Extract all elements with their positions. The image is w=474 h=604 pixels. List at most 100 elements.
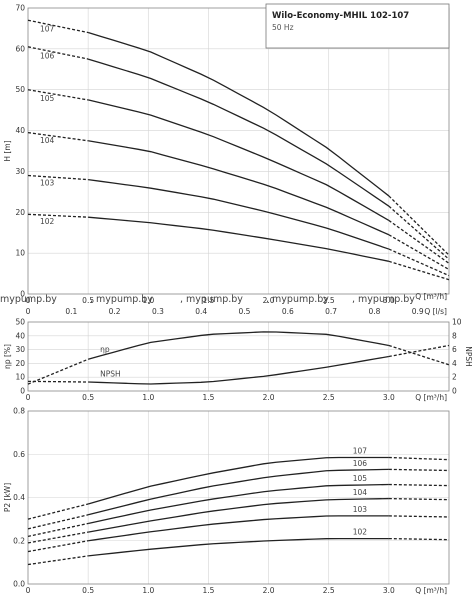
y2-tick-label: 10 (452, 318, 462, 327)
x-tick-label: 0.5 (82, 393, 94, 402)
y-tick-label: 40 (15, 331, 25, 340)
series-104-dashed-start (27, 531, 89, 544)
y-tick-label: 0 (20, 387, 25, 396)
series-105-dashed-start (27, 522, 89, 538)
y2-tick-label: 2 (452, 373, 457, 382)
y-tick-label: 10 (15, 373, 25, 382)
x-tick-label: 0 (26, 296, 31, 305)
series-107-dashed-start (27, 503, 89, 520)
y-tick-label: 30 (15, 167, 25, 176)
series-106-dashed-end (388, 468, 450, 472)
series-106-line (87, 468, 389, 516)
x-tick-label: 2.0 (263, 586, 275, 595)
series-105-dashed-end (388, 219, 450, 264)
power-curve-label-102: 102 (353, 528, 368, 537)
y-tick-label: 0 (20, 290, 25, 299)
series-106-dashed-start (27, 514, 89, 530)
x-axis-label: Q [m³/h] (415, 393, 447, 402)
efficiency-curve-label: ηp (100, 345, 110, 354)
y-tick-label: 60 (15, 44, 25, 53)
series-NPSH-dashed-start (27, 380, 89, 383)
series-105-dashed-start (27, 89, 89, 101)
x-tick-label: 2.5 (323, 586, 335, 595)
x-tick-label: 1.5 (202, 393, 214, 402)
head-curve-label-104: 104 (40, 136, 55, 145)
y2-tick-label: 0 (452, 387, 457, 396)
plot-frame-0 (27, 7, 450, 295)
series-102-dashed-start (27, 213, 89, 218)
series-105-line (87, 99, 390, 222)
x-axis-label: Q [m³/h] (415, 586, 447, 595)
series-102-dashed-end (388, 260, 450, 281)
series-NPSH-line (88, 355, 389, 385)
x-tick-label: 0.5 (82, 586, 94, 595)
x-tick-label: 2.5 (323, 393, 335, 402)
series-102-line (88, 537, 389, 557)
y-tick-label: 0.8 (13, 407, 25, 416)
x-tick-label: 0.5 (82, 296, 94, 305)
y-axis-label-eff: ηp [%] (3, 344, 12, 369)
series-ηp-line (87, 331, 389, 360)
watermark-text: mypump.by (0, 294, 57, 305)
x-tick-label: 1.0 (142, 586, 154, 595)
head-curve-label-107: 107 (40, 25, 55, 34)
series-104-line (88, 140, 390, 236)
x2-tick-label: 0 (26, 307, 31, 316)
x2-tick-label: 0.3 (152, 307, 164, 316)
series-ηp-dashed-end (388, 344, 450, 366)
x-axis-label-ls: Q [l/s] (424, 307, 447, 316)
x-tick-label: 0 (26, 586, 31, 595)
npsh-curve-label: NPSH (100, 369, 121, 378)
series-102-dashed-end (388, 537, 450, 541)
x2-tick-label: 0.5 (239, 307, 251, 316)
head-curve-label-105: 105 (40, 94, 55, 103)
series-103-line (88, 178, 390, 250)
y-tick-label: 30 (15, 345, 25, 354)
head-curve-label-106: 106 (40, 51, 55, 60)
y-axis-label-head: H [m] (3, 140, 12, 161)
y-tick-label: 0.0 (13, 580, 25, 589)
series-105-dashed-end (388, 483, 450, 487)
chart-frequency: 50 Hz (272, 23, 294, 32)
title-box: Wilo-Economy-MHIL 102-107 50 Hz (265, 3, 450, 49)
power-curve-label-106: 106 (353, 459, 368, 468)
watermark-text: , mypump.by (180, 294, 243, 305)
x2-tick-label: 0.1 (65, 307, 77, 316)
series-103-dashed-start (27, 540, 89, 553)
series-103-dashed-end (388, 515, 450, 518)
x-tick-label: 3.0 (383, 586, 395, 595)
x2-tick-label: 0.6 (282, 307, 294, 316)
x-tick-label: 2.0 (263, 393, 275, 402)
x-tick-label: 3.0 (383, 393, 395, 402)
series-NPSH-dashed-end (388, 344, 450, 358)
plot-frame-2 (27, 410, 450, 585)
x-tick-label: 0 (26, 393, 31, 402)
series-107-line (87, 456, 389, 505)
watermark-text: , mypump.by (352, 294, 415, 305)
y2-tick-label: 8 (452, 331, 457, 340)
y-tick-label: 50 (15, 318, 25, 327)
head-curve-label-102: 102 (40, 217, 55, 226)
plot-frame-1 (27, 321, 450, 392)
series-102-line (88, 216, 389, 262)
x-tick-label: 1.5 (202, 296, 214, 305)
series-104-dashed-end (388, 234, 450, 271)
power-curve-label-104: 104 (353, 488, 368, 497)
y-tick-label: 50 (15, 85, 25, 94)
watermark-text: , mypump.by (266, 294, 329, 305)
y-tick-label: 0.4 (13, 493, 25, 502)
power-curve-label-107: 107 (353, 446, 368, 455)
series-106-dashed-end (388, 205, 450, 260)
y-tick-label: 20 (15, 359, 25, 368)
x2-tick-label: 0.4 (195, 307, 207, 316)
y-tick-label: 40 (15, 126, 25, 135)
y-tick-label: 0.2 (13, 536, 25, 545)
head-curve-label-103: 103 (40, 178, 55, 187)
x-axis-label-m3h: Q [m³/h] (415, 292, 447, 301)
x2-tick-label: 0.2 (109, 307, 121, 316)
y-tick-label: 20 (15, 208, 25, 217)
series-102-dashed-start (27, 555, 89, 566)
power-curve-label-105: 105 (353, 474, 368, 483)
